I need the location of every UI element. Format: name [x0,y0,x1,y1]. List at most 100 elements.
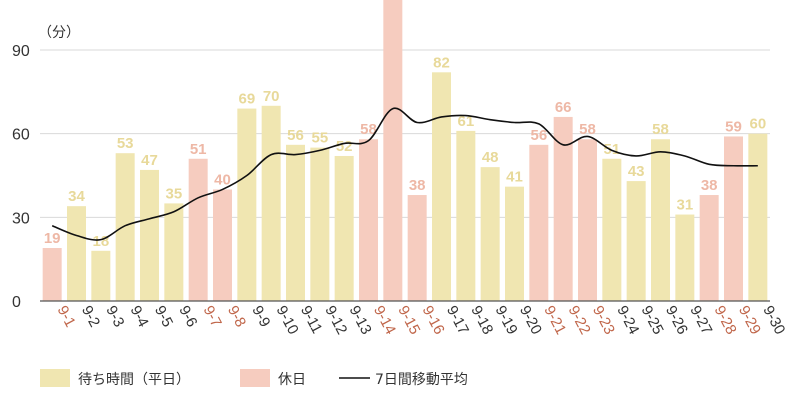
bar-weekday [91,250,111,301]
bar-weekday [237,108,257,301]
x-tick-label: 9-15 [394,303,423,337]
x-tick-label: 9-4 [127,303,152,330]
bar-holiday [188,158,208,301]
data-label: 58 [579,121,596,138]
bar-holiday [699,195,719,301]
data-label: 58 [652,121,669,138]
bar-weekday [115,153,135,301]
data-label: 56 [530,127,547,144]
y-tick-label: 0 [12,294,21,311]
data-label: 34 [68,188,85,205]
x-tick-label: 9-2 [78,303,103,330]
data-label: 66 [555,99,572,116]
data-label: 40 [214,171,231,188]
bar-weekday [651,139,670,301]
x-tick-label: 9-25 [638,303,667,337]
grid-lines [40,49,770,218]
data-label: 55 [311,130,328,147]
x-tick-label: 9-28 [711,303,740,337]
x-tick-label: 9-11 [297,303,326,337]
x-tick-label: 9-3 [102,303,127,330]
data-label: 59 [725,118,742,135]
x-tick-label: 9-8 [224,303,249,330]
data-label: 51 [190,141,207,158]
data-label: 35 [165,185,182,202]
bar-holiday [578,139,597,301]
x-tick-label: 9-23 [589,303,618,337]
bar-holiday [407,195,427,301]
data-label: 38 [701,177,718,194]
data-label: 38 [409,177,426,194]
x-tick-label: 9-17 [443,303,472,337]
data-label: 19 [44,230,61,247]
bar-weekday [334,155,354,301]
data-label: 69 [238,91,255,108]
x-tick-label: 9-5 [151,303,176,330]
data-label: 60 [749,116,766,133]
x-tick-label: 9-29 [735,303,764,337]
legend-label-weekday: 待ち時間（平日） [78,372,190,388]
x-tick-label: 9-10 [273,303,302,337]
x-tick-label: 9-24 [613,303,642,337]
bar-weekday [456,130,476,301]
bars [42,0,768,302]
data-label: 52 [336,138,353,155]
legend-swatch-holiday [240,369,270,387]
bar-holiday [724,136,743,301]
x-tick-label: 9-22 [565,303,594,337]
x-axis-labels: 9-1 9-2 9-3 9-4 9-5 9-6 9-7 9-8 9-9 9-109-119-129… [54,303,789,337]
moving-average-line [51,107,758,241]
bar-holiday [42,248,62,301]
data-label: 51 [603,141,620,158]
legend: 待ち時間（平日） 休日 7日間移動平均 [40,369,468,388]
data-label: 82 [433,54,450,71]
x-tick-label: 9-14 [370,303,399,337]
legend-label-moving-average: 7日間移動平均 [375,372,468,388]
x-tick-label: 9-9 [248,303,273,330]
bar-weekday [67,206,86,301]
x-tick-label: 9-13 [346,303,375,337]
y-tick-label: 90 [12,43,30,60]
x-tick-label: 9-18 [467,303,496,337]
x-tick-label: 9-19 [492,303,521,337]
bar-holiday [553,116,573,301]
bar-weekday [626,181,646,301]
x-tick-label: 9-1 [54,303,79,330]
data-label: 61 [457,113,474,130]
bar-weekday [432,72,451,301]
data-label: 18 [92,233,109,250]
data-label: 43 [628,163,645,180]
data-label: 56 [287,127,304,144]
legend-swatch-weekday [40,369,70,387]
x-tick-label: 9-16 [419,303,448,337]
bar-weekday [505,186,524,301]
bar-weekday [480,167,500,301]
data-label: 47 [141,152,158,169]
x-tick-label: 9-26 [662,303,691,337]
bar-weekday [261,105,281,302]
bar-holiday [213,189,232,301]
data-label: 58 [360,121,377,138]
y-tick-label: 30 [12,210,30,227]
data-label: 70 [263,88,280,105]
x-tick-label: 9-20 [516,303,545,337]
y-axis: 0 30 60 90 [12,43,30,311]
y-axis-unit: （分） [38,25,80,41]
bar-weekday [748,133,768,301]
bar-weekday [602,158,622,301]
legend-label-holiday: 休日 [278,372,306,388]
bar-holiday [529,144,549,301]
data-label: 31 [676,197,693,214]
data-label: 53 [117,135,134,152]
bar-weekday [286,144,305,301]
x-tick-label: 9-12 [321,303,350,337]
data-label: 41 [506,169,523,186]
bar-weekday [310,147,330,301]
x-tick-label: 9-6 [175,303,200,330]
x-tick-label: 9-30 [759,303,788,337]
x-tick-label: 9-27 [686,303,715,337]
bar-weekday [140,169,159,301]
data-labels: 19 34 18 53 47 35 51 40 69 70 56 55 52 58 38 82 61 48 41 56… [44,54,766,249]
bar-holiday [383,0,403,301]
